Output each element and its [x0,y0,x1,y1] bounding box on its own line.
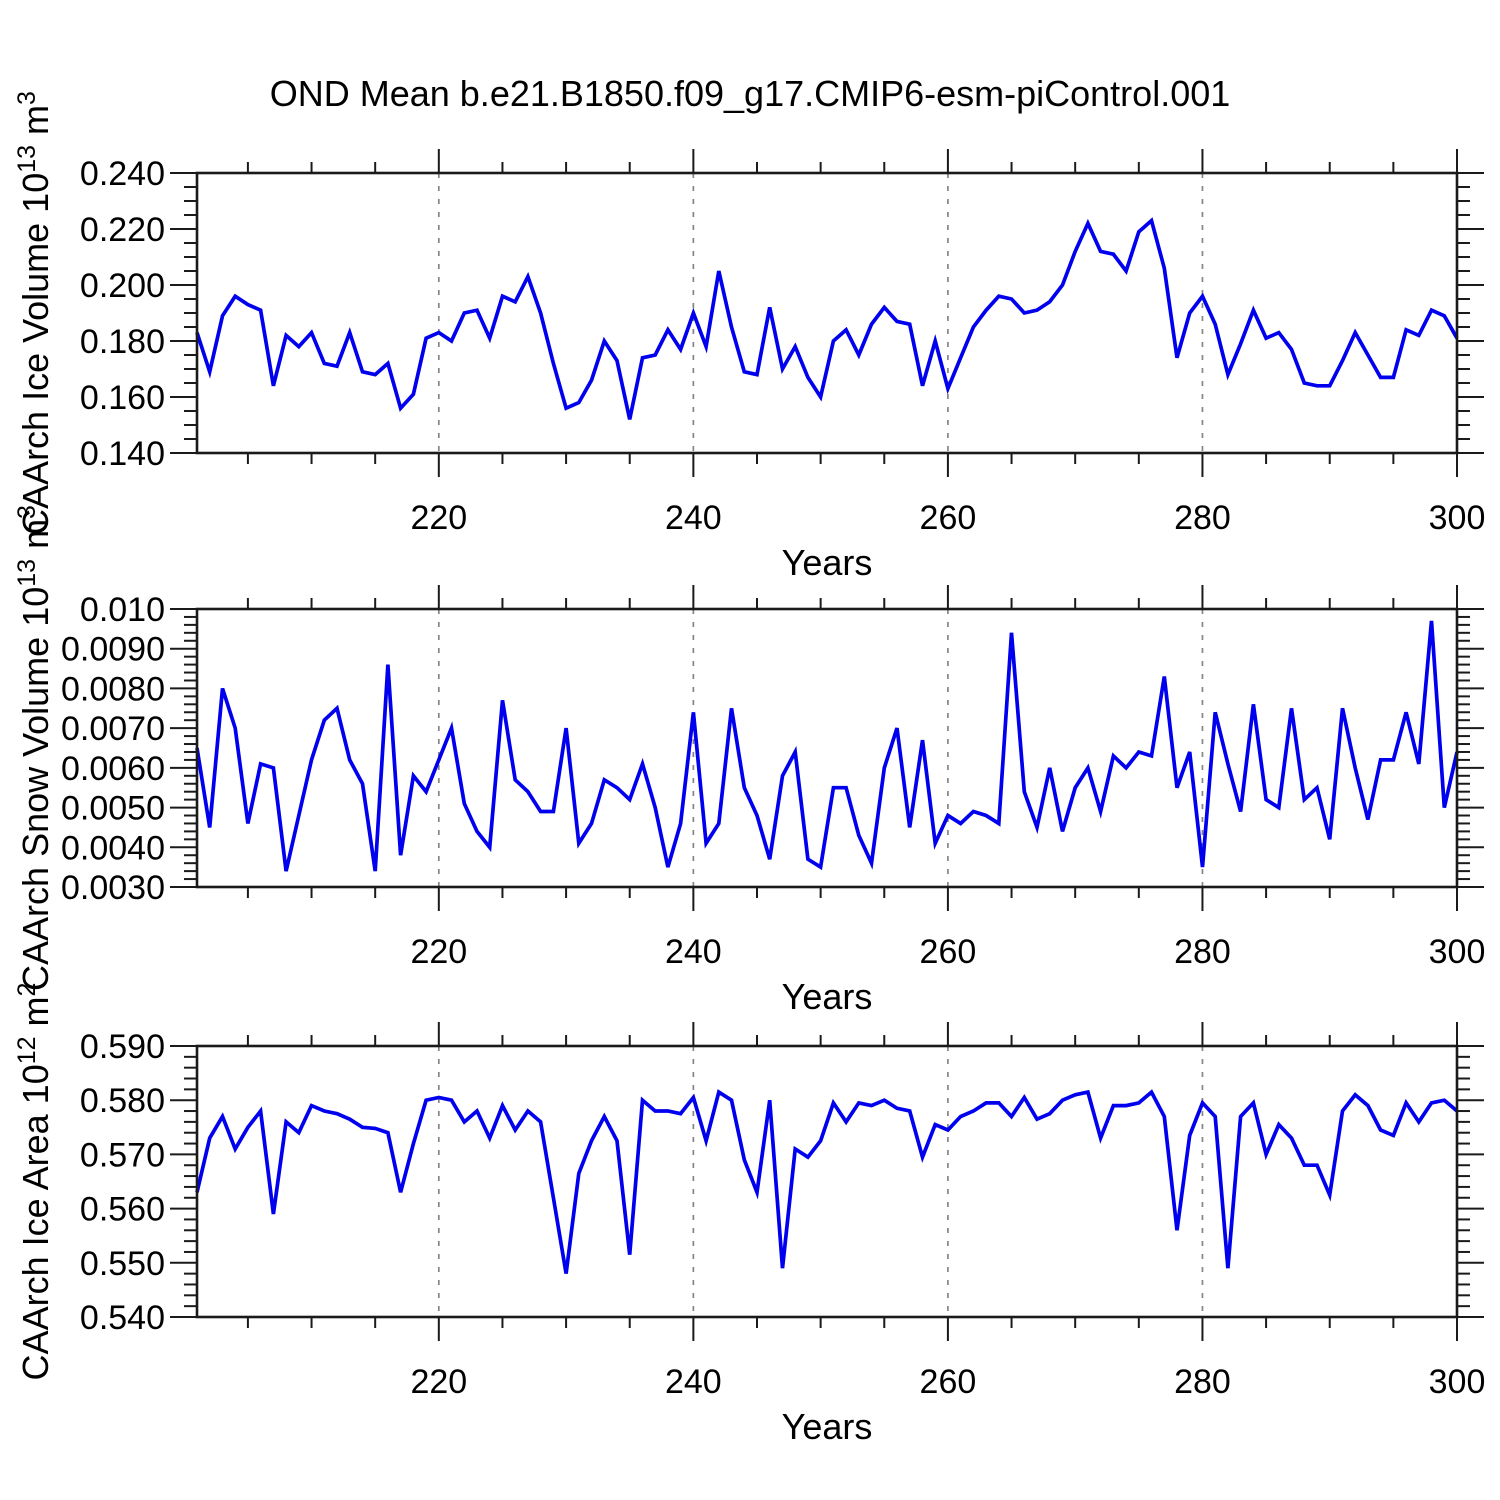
x-tick-label: 220 [410,499,467,537]
x-tick-label: 280 [1174,1363,1231,1401]
figure-title: OND Mean b.e21.B1850.f09_g17.CMIP6-esm-p… [270,73,1231,114]
x-tick-label: 300 [1429,1363,1486,1401]
y-tick-label: 0.220 [80,211,165,249]
y-tick-label: 0.550 [80,1245,165,1283]
y-tick-label: 0.180 [80,323,165,361]
y-tick-label: 0.0060 [61,750,165,788]
x-tick-label: 240 [665,933,722,971]
series-line [195,1089,1459,1274]
y-tick-label: 0.0090 [61,631,165,669]
y-tick-label: 0.0040 [61,829,165,867]
y-tick-label: 0.570 [80,1136,165,1174]
x-tick-label: 240 [665,1363,722,1401]
y-tick-label: 0.200 [80,267,165,305]
snow-volume-plot: 220 240 260 280 3000.00300.00400.00500.00600… [13,505,1485,1017]
y-axis-title: CAArch Snow Volume 1013 m3 [13,505,56,991]
x-tick-label: 260 [920,933,977,971]
y-tick-label: 0.540 [80,1299,165,1337]
x-tick-label: 220 [410,1363,467,1401]
y-tick-label: 0.0050 [61,790,165,828]
y-tick-label: 0.590 [80,1028,165,1066]
y-tick-label: 0.0070 [61,710,165,748]
x-tick-label: 260 [920,1363,977,1401]
axis-frame [195,1044,1459,1319]
x-tick-label: 300 [1429,499,1486,537]
x-axis-title: Years [782,1406,873,1447]
x-tick-label: 220 [410,933,467,971]
x-tick-label: 240 [665,499,722,537]
y-tick-label: 0.240 [80,155,165,193]
ice-area-plot: 220 240 260 280 300 0.540 0.550 0.560 0.570 0.580… [13,983,1485,1447]
y-tick-label: 0.580 [80,1082,165,1120]
series-line [195,217,1459,420]
y-tick-label: 0.160 [80,379,165,417]
x-tick-label: 260 [920,499,977,537]
series-line [195,620,1459,872]
y-axis-title: CAArch Ice Area 1012 m2 [13,983,56,1381]
x-axis-title: Years [782,542,873,583]
y-tick-label: 0.140 [80,435,165,473]
x-tick-label: 300 [1429,933,1486,971]
x-tick-label: 280 [1174,933,1231,971]
x-tick-label: 280 [1174,499,1231,537]
axis-frame [195,607,1459,889]
y-tick-label: 0.0080 [61,670,165,708]
y-tick-label: 0.010 [80,591,165,629]
ice-volume-plot: 220 240 260 280 300 0.140 0.160 0.180 0.200 0.220… [13,91,1485,583]
axis-frame [195,171,1459,455]
x-axis-title: Years [782,976,873,1017]
y-axis-title: CAArch Ice Volume 1013 m3 [13,91,56,535]
y-tick-label: 0.0030 [61,869,165,907]
y-tick-label: 0.560 [80,1191,165,1229]
